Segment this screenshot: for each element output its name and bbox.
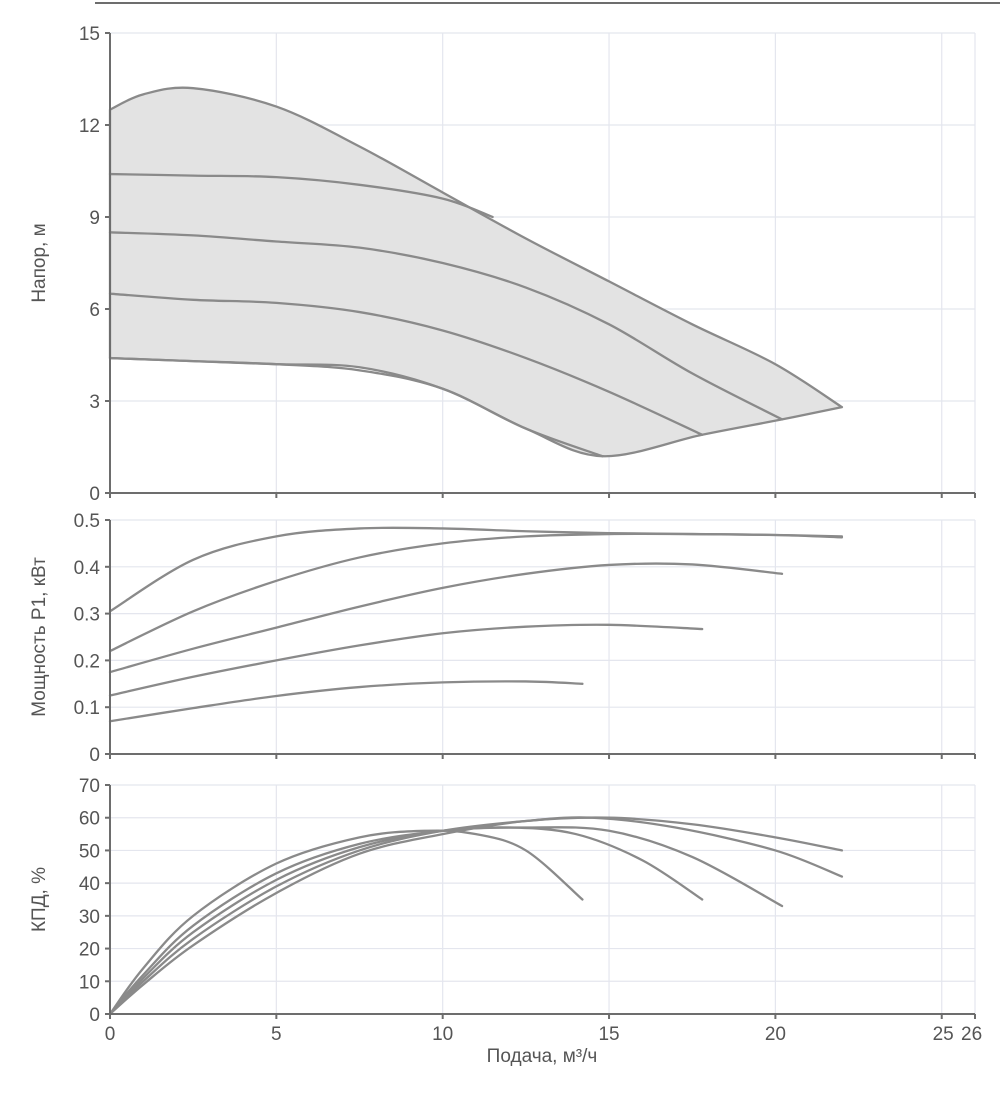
efficiency-y-tick-label: 50 — [79, 841, 100, 862]
power-y-tick-label: 0.3 — [74, 605, 100, 626]
efficiency-curve-speed-1 — [108, 829, 584, 1016]
power-curve-speed-2 — [108, 623, 704, 697]
power-y-tick-label: 0.2 — [74, 651, 100, 672]
axis-layer — [105, 32, 976, 1019]
x-tick-label: 26 — [961, 1024, 982, 1045]
head-curve-speed-1 — [108, 356, 604, 458]
head-y-axis-label: Напор, м — [29, 223, 50, 302]
label-layer: 0 3 6 9 12 15 Напор, м 0 0.1 0.2 0.3 0.4 0.5 Мощность… — [29, 24, 982, 1045]
head-y-tick-label: 12 — [79, 116, 100, 137]
head-curve-speed-3 — [108, 231, 784, 421]
power-curve-speed-1 — [108, 680, 584, 723]
efficiency-y-axis-label: КПД, % — [29, 867, 50, 932]
head-curve-speed-4 — [108, 172, 494, 219]
x-tick-label: 10 — [432, 1024, 453, 1045]
power-y-tick-label: 0.5 — [74, 511, 100, 532]
efficiency-y-tick-label: 30 — [79, 907, 100, 928]
efficiency-curve-speed-4 — [108, 816, 844, 1016]
head-y-tick-label: 3 — [89, 392, 100, 413]
efficiency-y-tick-label: 0 — [89, 1005, 100, 1026]
head-y-tick-label: 6 — [89, 300, 100, 321]
efficiency-y-tick-label: 60 — [79, 809, 100, 830]
efficiency-y-tick-label: 70 — [79, 776, 100, 797]
head-curve-speed-2 — [108, 292, 704, 436]
x-tick-label: 25 — [933, 1024, 954, 1045]
x-tick-label: 5 — [271, 1024, 282, 1045]
power-y-tick-label: 0.4 — [74, 558, 101, 579]
efficiency-y-tick-label: 10 — [79, 972, 100, 993]
power-curve-speed-3 — [108, 562, 784, 674]
head-y-tick-label: 15 — [79, 24, 100, 45]
efficiency-curve-speed-3 — [108, 826, 784, 1016]
power-y-tick-label: 0.1 — [74, 698, 100, 719]
x-tick-label: 15 — [598, 1024, 619, 1045]
x-tick-label: 0 — [105, 1024, 116, 1045]
efficiency-curve-speed-5 — [108, 816, 844, 1016]
efficiency-y-tick-label: 20 — [79, 940, 100, 961]
data-layer — [108, 86, 844, 1016]
power-y-axis-label: Мощность P1, кВт — [29, 557, 50, 717]
head-y-tick-label: 0 — [89, 484, 100, 505]
x-axis-label: Подача, м³/ч — [487, 1046, 598, 1067]
head-y-tick-label: 9 — [89, 208, 100, 229]
power-curve-speed-4 — [108, 532, 844, 653]
x-tick-label: 20 — [765, 1024, 786, 1045]
efficiency-y-tick-label: 40 — [79, 874, 100, 895]
power-y-tick-label: 0 — [89, 745, 100, 766]
efficiency-curve-speed-2 — [108, 826, 704, 1016]
